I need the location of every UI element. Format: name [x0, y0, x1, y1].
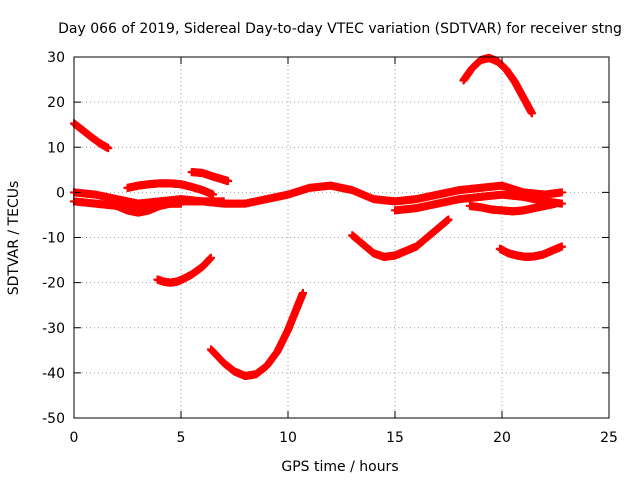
axis-ticks: 0 5 10 15 20 25 -50 -40 -30 -20 -10 0 10 20 30	[42, 50, 618, 446]
data-point	[551, 199, 560, 208]
data-point	[444, 215, 453, 224]
y-axis-label: SDTVAR / TECUs	[6, 181, 22, 296]
x-tick-label: 5	[177, 430, 186, 446]
data-point	[557, 242, 566, 251]
y-tick-label: -20	[42, 276, 65, 292]
data-point	[177, 199, 185, 208]
y-tick-label: -30	[42, 321, 65, 337]
data-series-arc-4	[123, 179, 218, 199]
x-tick-label: 15	[386, 430, 404, 446]
data-point	[527, 109, 536, 118]
x-tick-label: 25	[600, 430, 618, 446]
data-point	[209, 190, 218, 199]
x-tick-label: 0	[70, 430, 79, 446]
data-series-arc-7	[153, 253, 215, 287]
y-tick-label: 20	[47, 95, 65, 111]
y-tick-label: 30	[47, 50, 65, 66]
chart-title: Day 066 of 2019, Sidereal Day-to-day VTE…	[58, 21, 622, 37]
data-point	[557, 188, 566, 197]
y-tick-label: 10	[47, 140, 65, 156]
data-point	[206, 253, 215, 262]
data-series-arc-6	[187, 168, 233, 186]
data-series-arc-5	[112, 199, 185, 217]
grid-lines	[74, 57, 609, 418]
data-series-arc-8	[206, 289, 307, 381]
y-tick-label: 0	[56, 185, 65, 201]
data-point	[298, 289, 307, 298]
y-tick-label: -50	[42, 411, 65, 427]
data-series-arc-12	[465, 199, 560, 216]
x-tick-label: 20	[493, 430, 511, 446]
x-tick-label: 10	[279, 430, 297, 446]
data-point	[104, 144, 113, 153]
data-layer	[70, 53, 566, 381]
data-series-arc-1	[70, 119, 113, 153]
y-tick-label: -40	[42, 366, 65, 382]
data-series-arc-11	[459, 53, 536, 118]
data-point	[219, 197, 228, 206]
data-series-arc-13	[495, 242, 566, 261]
x-axis-label: GPS time / hours	[281, 459, 398, 475]
data-point	[224, 177, 233, 186]
y-tick-label: -10	[42, 231, 65, 247]
data-series-arc-9	[348, 215, 453, 261]
